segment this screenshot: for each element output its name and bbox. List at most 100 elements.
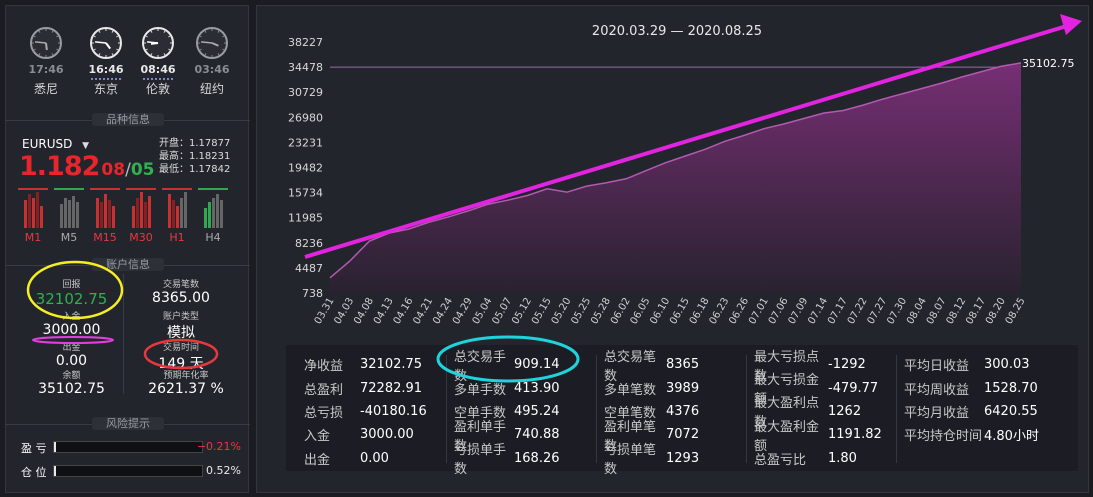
stats-row: 空单手数 495.24 [454,400,560,423]
equity-area [330,62,1021,293]
stats-table: 净收益 32102.75 总盈利 72282.91 总亏损 -40180.16 入金 3000… [286,345,1078,478]
account-type-cell: 账户类型 模拟 [162,312,199,341]
stat-key: 总交易笔数 [604,349,657,384]
stats-row: 最大盈利点数 1262 [754,396,882,430]
stats-column-1: 总交易手数 909.14 多单手数 413.90 空单手数 495.24 盈利单手数 740.… [454,350,560,478]
last-value-label: 35102.75 [1022,57,1075,70]
clock-3: 03:46 纽约 [192,26,232,97]
stat-value: 413.90 [514,380,560,396]
stats-row: 平均周收益 1528.70 [904,376,1039,399]
profit-risk-row: 盈 亏 −0.21% [21,440,241,455]
stat-value: 4.80小时 [984,429,1039,445]
stat-value: 0.00 [360,450,389,466]
stats-row: 入金 3000.00 [304,423,427,446]
y-tick-label: 34478 [288,61,323,74]
stat-key: 最大亏损点数 [754,349,820,384]
clock-1: 16:46 东京 [86,26,126,97]
clock-2: 08:46 伦敦 [138,26,178,97]
position-risk-bar [53,465,203,477]
timeframe-m1[interactable]: M1 [18,188,48,244]
yellow-highlight-circle [26,260,124,320]
stat-value: -479.77 [828,380,879,396]
stats-row: 亏损单手数 168.26 [454,443,560,477]
stat-key: 总盈利 [304,382,344,398]
stat-value: 1293 [666,450,700,466]
stat-value: 4376 [666,403,700,419]
stat-key: 盈利单手数 [454,419,507,454]
stat-value: 1191.82 [828,427,882,443]
stat-key: 总亏损 [304,405,344,421]
stat-key: 平均持仓时间 [904,429,983,445]
trend-arrow-line [304,23,1071,259]
stat-value: 1528.70 [984,380,1038,396]
equity-chart: 2020.03.29 — 2020.08.25 738 4487 8236 11985 1… [288,14,1082,326]
x-tick-label: 08.25 [1004,296,1028,326]
symbol-selector[interactable]: EURUSD ▼ [22,137,89,151]
stats-row: 亏损单笔数 1293 [604,443,700,477]
chart-title: 2020.03.29 — 2020.08.25 [592,24,762,39]
clock-icon [90,27,122,59]
clock-icon [196,27,228,59]
stat-key: 亏损单笔数 [604,443,657,478]
y-tick-label: 11985 [288,212,323,225]
timeframe-m15[interactable]: M15 [90,188,120,244]
stats-row: 总亏损 -40180.16 [304,400,427,423]
stats-row: 总盈亏比 1.80 [754,447,882,470]
clock-time: 16:46 [88,63,124,76]
stats-row: 平均持仓时间 4.80小时 [904,423,1039,446]
return-cell: 回报 32102.75 [35,280,108,308]
y-tick-label: 38227 [288,36,323,49]
stat-key: 亏损单手数 [454,443,507,478]
risk-header: 风险提示 [6,416,250,432]
y-tick-label: 738 [302,287,323,300]
stats-column-4: 平均日收益 300.03 平均周收益 1528.70 平均月收益 6420.55 平均持仓时… [904,353,1039,447]
stat-key: 最大盈利点数 [754,396,820,431]
y-tick-label: 15734 [288,187,323,200]
clock-city: 伦敦 [145,82,170,96]
y-tick-label: 30729 [288,86,323,99]
stat-key: 入金 [304,429,331,445]
clock-icon [142,27,174,59]
timeframe-m5[interactable]: M5 [54,188,84,244]
trend-arrow-head-icon [1060,14,1082,35]
stat-key: 出金 [304,452,331,468]
trades-cell: 交易笔数 8365.00 [152,280,210,306]
stat-value: 300.03 [984,357,1030,373]
stats-row: 空单笔数 4376 [604,400,699,423]
high-value: 1.18231 [189,151,231,162]
stat-key: 平均月收益 [904,405,970,421]
low-value: 1.17842 [189,164,231,175]
timeframe-h4[interactable]: H4 [198,188,228,244]
stats-row: 总盈利 72282.91 [304,376,427,399]
stat-key: 净收益 [304,359,344,375]
position-risk-row: 仓 位 0.52% [21,464,241,479]
stat-value: 168.26 [514,450,560,466]
stats-row: 净收益 32102.75 [304,353,427,376]
withdraw-cell: 出金 0.00 [55,343,88,369]
clock-time: 08:46 [140,63,176,76]
stat-value: -1292 [828,357,866,373]
equity-line [329,62,1022,279]
y-tick-label: 8236 [295,237,323,250]
stat-value: 3000.00 [360,427,414,443]
stats-row: 最大盈利金额 1191.82 [754,420,882,454]
stat-value: 909.14 [514,357,560,373]
price-small: 08 [101,160,126,180]
stat-value: 7072 [666,427,700,443]
stat-value: 32102.75 [360,357,423,373]
stat-value: 1262 [828,403,862,419]
stat-value: 8365 [666,357,700,373]
timeframe-m30[interactable]: M30 [126,188,156,244]
stat-value: 740.88 [514,427,560,443]
left-panel: 17:46 悉尼 16:46 东京 08:46 伦敦 03:46 纽约 品种信息 EURUSD… [5,5,250,493]
ohl-info: 开盘：1.17877 最高：1.18231 最低：1.17842 [159,138,231,175]
stat-value: 6420.55 [984,403,1038,419]
stats-column-3: 最大亏损点数 -1292 最大亏损金额 -479.77 最大盈利点数 1262 最大盈利金额… [754,350,882,470]
stat-value: -40180.16 [360,403,427,419]
stat-value: 1.80 [828,450,857,466]
timeframe-h1[interactable]: H1 [162,188,192,244]
y-tick-label: 26980 [288,111,323,124]
stat-value: 495.24 [514,403,560,419]
stats-row: 总交易手数 909.14 [454,350,560,384]
stat-key: 最大亏损金额 [754,373,820,408]
